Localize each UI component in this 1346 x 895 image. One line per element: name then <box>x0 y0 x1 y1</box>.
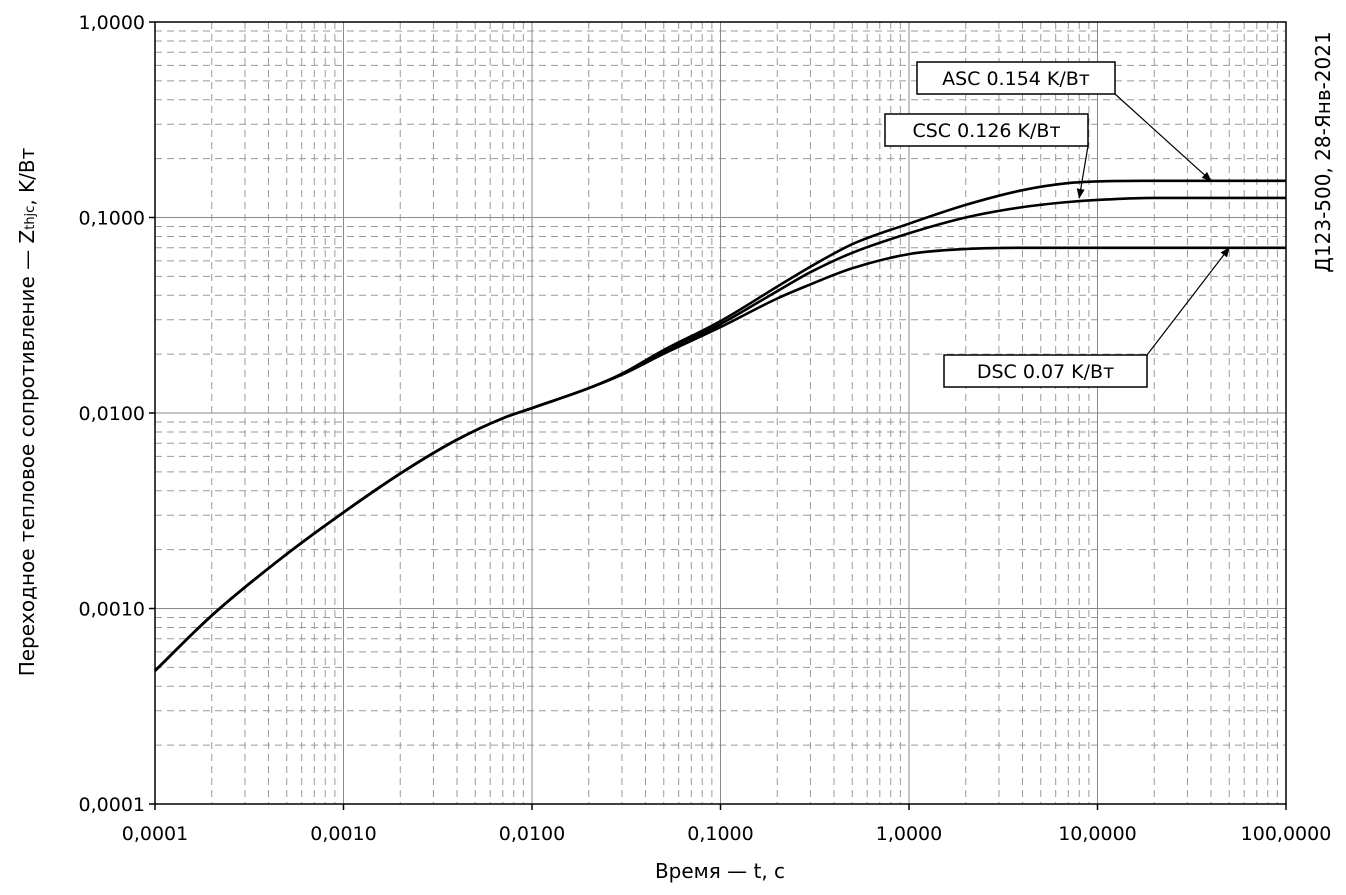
x-tick-label: 100,0000 <box>1241 823 1332 845</box>
x-tick-label: 0,0001 <box>122 823 188 845</box>
callout-label-dsc: DSC 0.07 K/Вт <box>977 361 1114 383</box>
y-tick-label: 0,0001 <box>79 794 145 816</box>
x-tick-label: 0,0010 <box>310 823 376 845</box>
callout-arrow-csc <box>1076 145 1089 199</box>
callout-box-csc <box>884 113 1089 147</box>
y-axis-label: Переходное тепловое сопротивление — Zthj… <box>15 147 39 676</box>
y-axis-label-sub: thjc <box>23 206 38 230</box>
x-axis-label: Время — t, c <box>655 859 785 883</box>
series-lines <box>154 179 1286 672</box>
major-grid <box>155 22 1286 804</box>
y-tick-labels: 0,0001 0,0010 0,0100 0,1000 1,0000 <box>79 12 155 816</box>
side-note: Д123-500, 28-Янв-2021 <box>1311 31 1335 272</box>
callout-asc: ASC 0.154 K/Вт <box>916 61 1212 182</box>
callout-box-asc <box>916 61 1116 95</box>
callouts: ASC 0.154 K/Вт CSC 0.126 K/Вт DSC 0.07 K/В… <box>884 61 1230 388</box>
y-axis-label-unit: , K/Вт <box>15 147 39 205</box>
callout-csc: CSC 0.126 K/Вт <box>884 113 1089 199</box>
callout-box-dsc <box>943 354 1148 388</box>
y-tick-label: 0,0010 <box>79 599 145 621</box>
y-tick-label: 1,0000 <box>79 12 145 34</box>
y-tick-label: 0,1000 <box>79 208 145 230</box>
x-tick-label: 1,0000 <box>876 823 942 845</box>
callout-label-csc: CSC 0.126 K/Вт <box>912 120 1060 142</box>
x-tick-label: 0,0100 <box>499 823 565 845</box>
series-line-dsc <box>154 246 1286 672</box>
y-axis-label-main: Переходное тепловое сопротивление — Z <box>15 230 39 677</box>
callout-arrow-asc <box>1114 93 1212 182</box>
y-tick-label: 0,0100 <box>79 403 145 425</box>
callout-arrow-dsc <box>1146 246 1230 356</box>
x-tick-label: 0,1000 <box>687 823 753 845</box>
callout-dsc: DSC 0.07 K/Вт <box>943 246 1230 388</box>
x-tick-labels: 0,0001 0,0010 0,0100 0,1000 1,0000 10,0000 100… <box>122 804 1332 845</box>
x-tick-label: 10,0000 <box>1058 823 1137 845</box>
callout-label-asc: ASC 0.154 K/Вт <box>942 68 1090 90</box>
